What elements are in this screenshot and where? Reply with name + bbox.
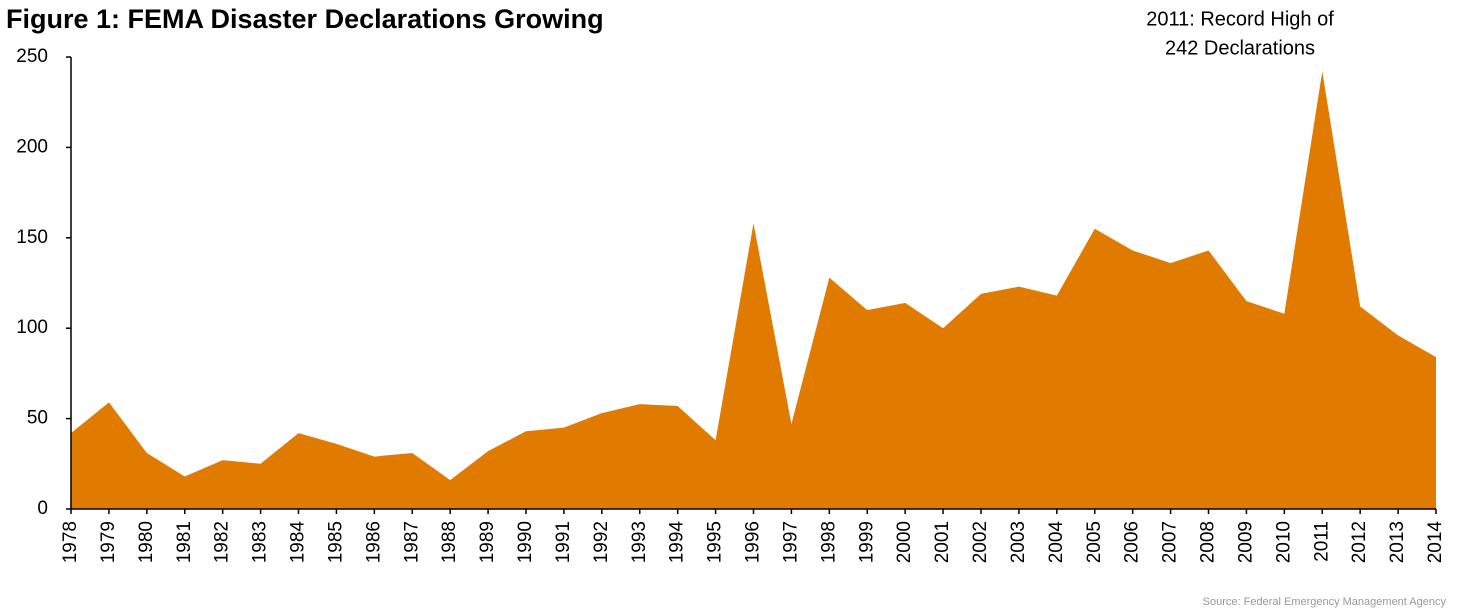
y-tick-label: 50 — [27, 408, 48, 429]
x-tick-label: 1992 — [591, 521, 612, 563]
x-tick-label: 1993 — [629, 521, 650, 563]
x-tick-label: 1984 — [288, 521, 309, 564]
x-tick-label: 1997 — [780, 521, 801, 563]
x-tick-label: 2003 — [1008, 521, 1029, 563]
x-tick-label: 1985 — [325, 521, 346, 563]
x-tick-label: 1999 — [856, 521, 877, 563]
x-tick-label: 2002 — [970, 521, 991, 563]
x-tick-label: 1980 — [136, 521, 157, 563]
x-tick-label: 1981 — [174, 521, 195, 563]
x-tick-label: 1983 — [250, 521, 271, 563]
x-tick-label: 1982 — [212, 521, 233, 563]
x-tick-label: 2004 — [1046, 521, 1067, 564]
area — [71, 71, 1436, 510]
x-tick-label: 1979 — [98, 521, 119, 563]
y-tick-label: 100 — [16, 317, 48, 338]
annotation: 2011: Record High of — [1146, 8, 1334, 30]
x-tick-label: 2011 — [1311, 521, 1332, 562]
x-tick-label: 1989 — [477, 521, 498, 563]
x-tick-label: 1996 — [743, 521, 764, 563]
x-tick-label: 2014 — [1425, 521, 1446, 564]
x-tick-label: 1986 — [363, 521, 384, 563]
x-tick-label: 1995 — [705, 521, 726, 563]
x-tick-label: 2009 — [1235, 521, 1256, 563]
y-tick-label: 150 — [16, 227, 48, 248]
x-tick-label: 1987 — [401, 521, 422, 563]
x-tick-label: 2008 — [1198, 521, 1219, 563]
x-tick-label: 1988 — [439, 521, 460, 563]
x-tick-label: 1990 — [515, 521, 536, 563]
y-tick-label: 0 — [37, 498, 48, 519]
x-tick-label: 1978 — [60, 521, 81, 563]
x-tick-label: 1991 — [553, 521, 574, 563]
x-tick-label: 1998 — [818, 521, 839, 563]
x-tick-label: 2007 — [1160, 521, 1181, 563]
x-tick-label: 2012 — [1349, 521, 1370, 563]
x-tick-label: 2000 — [894, 521, 915, 563]
annotation: 242 Declarations — [1165, 37, 1315, 59]
chart-title: Figure 1: FEMA Disaster Declarations Gro… — [6, 4, 604, 34]
source: Source: Federal Emergency Management Age… — [1203, 596, 1447, 608]
x-tick-label: 2005 — [1084, 521, 1105, 563]
x-tick-label: 1994 — [667, 521, 688, 564]
x-tick-label: 2010 — [1273, 521, 1294, 563]
x-tick-label: 2006 — [1122, 521, 1143, 563]
x-tick-label: 2001 — [932, 521, 953, 563]
y-tick-label: 250 — [16, 46, 48, 67]
x-tick-label: 2013 — [1387, 521, 1408, 563]
y-tick-label: 200 — [16, 136, 48, 157]
